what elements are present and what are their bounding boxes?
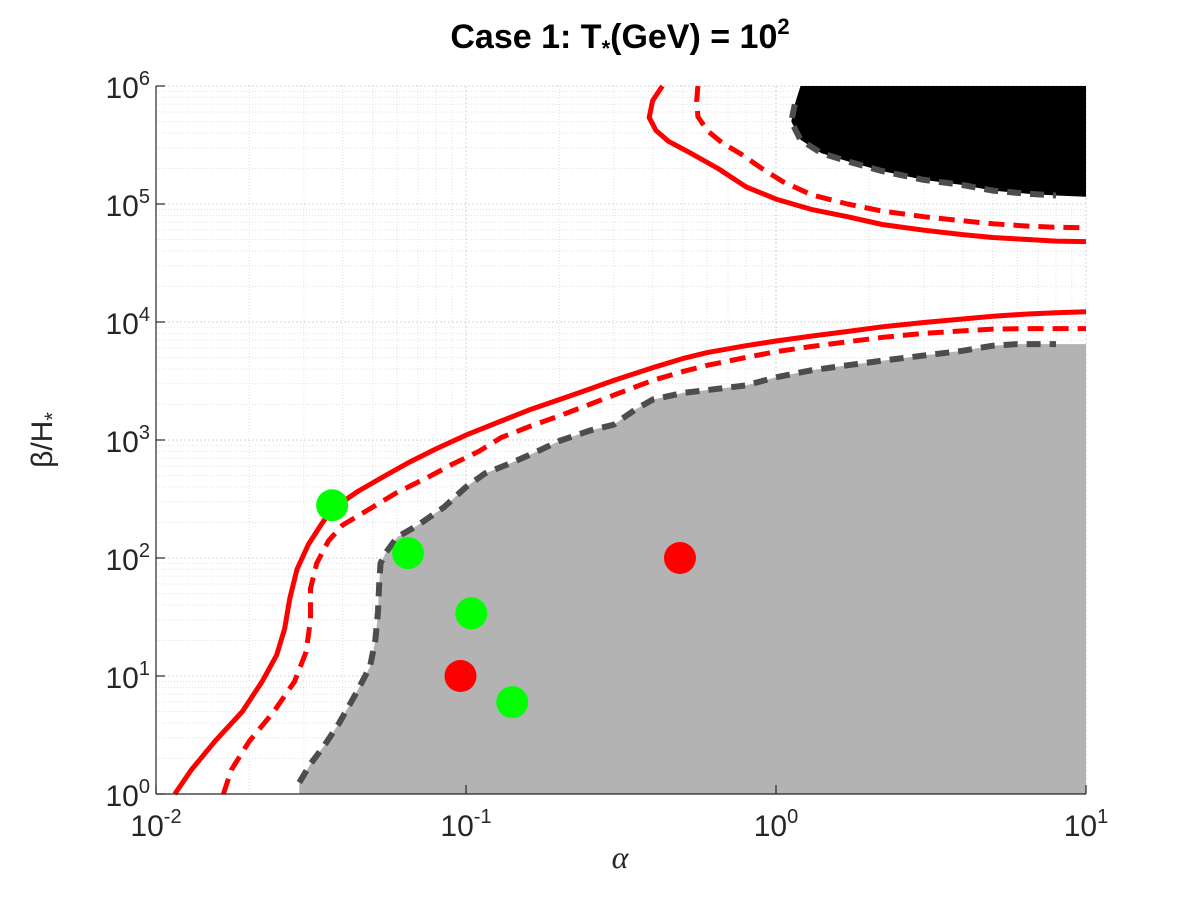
contour-solid-1 (646, 84, 1087, 245)
data-point-0 (316, 489, 349, 522)
x-tick-label: 10-2 (130, 806, 181, 843)
x-tick-label-base: 10 (1064, 810, 1097, 843)
y-tick-label-exponent: 0 (139, 776, 150, 798)
y-tick-label-base: 10 (106, 662, 139, 695)
y-axis-label: β/H* (26, 412, 65, 468)
y-tick-label: 102 (106, 540, 151, 577)
y-tick-label: 103 (106, 422, 151, 459)
y-tick-label: 100 (106, 776, 151, 813)
y-tick-label: 106 (106, 68, 151, 105)
contour-dashed-0 (221, 326, 1086, 795)
y-tick-label: 105 (106, 186, 151, 223)
x-tick-label-base: 10 (440, 810, 473, 843)
y-tick-label-base: 10 (106, 308, 139, 341)
y-tick-label: 101 (106, 658, 151, 695)
x-tick-label-exponent: -2 (164, 806, 182, 828)
x-axis-label: α (612, 839, 630, 875)
data-point-2 (455, 597, 488, 630)
y-tick-label-base: 10 (106, 780, 139, 813)
y-tick-label-exponent: 5 (139, 186, 150, 208)
x-tick-label-exponent: 1 (1097, 806, 1108, 828)
x-tick-label-base: 10 (130, 810, 163, 843)
region-border-1 (788, 103, 1057, 199)
y-tick-label-base: 10 (106, 72, 139, 105)
y-axis-label-subscript: * (40, 412, 65, 421)
x-tick-label: 10-1 (440, 806, 491, 843)
contour-solid-0 (172, 309, 1087, 796)
y-tick-label-exponent: 1 (139, 658, 150, 680)
y-tick-label-base: 10 (106, 190, 139, 223)
x-tick-label: 100 (754, 806, 799, 843)
data-point-4 (496, 686, 529, 719)
y-tick-label-base: 10 (106, 544, 139, 577)
region-fill-1 (791, 86, 1086, 197)
y-tick-label-exponent: 2 (139, 540, 150, 562)
x-tick-label-exponent: 0 (787, 806, 798, 828)
data-point-1 (392, 537, 425, 570)
data-point-5 (663, 542, 696, 574)
y-tick-label-base: 10 (106, 426, 139, 459)
y-tick-label: 104 (106, 304, 151, 341)
region-fill-0 (299, 344, 1086, 794)
x-tick-label-exponent: -1 (474, 806, 492, 828)
chart-title: Case 1: T*(GeV) = 102 (450, 14, 789, 61)
y-tick-label-exponent: 6 (139, 68, 150, 90)
y-tick-label-exponent: 3 (139, 422, 150, 444)
title-superscript: 2 (777, 14, 789, 39)
title-prefix: Case 1: T (450, 18, 601, 56)
data-point-3 (444, 660, 477, 692)
x-tick-label-base: 10 (754, 810, 787, 843)
x-tick-label: 101 (1064, 806, 1109, 843)
title-subscript: * (602, 36, 611, 61)
y-tick-label-exponent: 4 (139, 304, 150, 326)
y-axis-label-main: β/H (26, 421, 59, 468)
title-suffix: (GeV) = 10 (610, 18, 777, 56)
